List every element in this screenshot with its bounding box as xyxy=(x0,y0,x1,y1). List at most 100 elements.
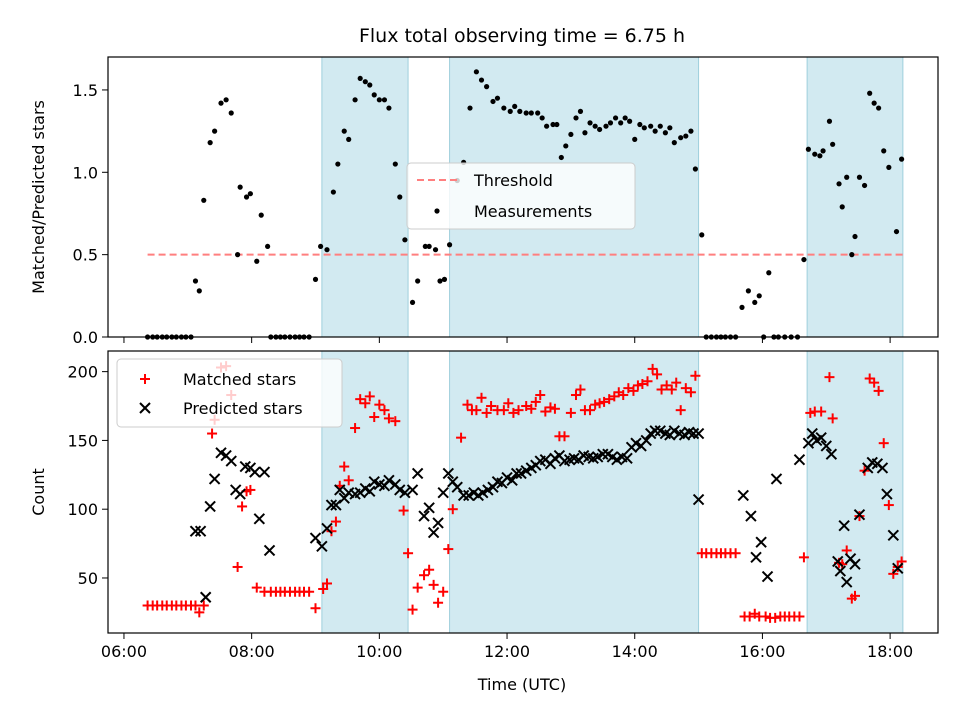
data-point-plus xyxy=(642,376,653,387)
data-point-plus xyxy=(438,586,449,597)
data-point-plus xyxy=(628,385,639,396)
x-stroke xyxy=(189,525,202,537)
data-point-x xyxy=(838,519,850,532)
data-point xyxy=(265,243,271,250)
x-stroke xyxy=(442,467,455,480)
data-point-plus xyxy=(883,500,894,511)
data-point xyxy=(812,151,818,157)
x-stroke xyxy=(649,425,661,437)
x-stroke xyxy=(253,513,266,525)
y-tick-label: 0.5 xyxy=(73,246,98,265)
data-point xyxy=(627,118,633,124)
data-point-plus xyxy=(369,412,380,423)
data-point xyxy=(330,189,336,195)
data-point xyxy=(346,136,352,142)
data-point xyxy=(478,77,485,83)
data-point xyxy=(437,278,443,284)
data-point xyxy=(196,288,202,294)
data-point-x xyxy=(750,551,762,564)
data-point xyxy=(662,130,668,136)
data-point-plus xyxy=(770,612,781,623)
shaded-interval xyxy=(807,57,903,337)
x-stroke xyxy=(432,517,444,529)
data-point-plus xyxy=(837,559,848,570)
data-point-x xyxy=(418,510,430,522)
data-point-plus xyxy=(245,484,256,495)
data-point-x xyxy=(451,481,463,493)
data-point-plus xyxy=(805,407,816,418)
data-point-plus xyxy=(321,578,332,589)
top-panel: 0.0 0.5 1.0 1.5 Matched/Predicted stars Thres… xyxy=(29,56,939,347)
data-point xyxy=(539,115,545,121)
data-point xyxy=(587,120,593,126)
data-point xyxy=(523,110,529,116)
data-point-x xyxy=(840,576,853,588)
data-point xyxy=(826,118,833,124)
data-point xyxy=(392,161,398,167)
data-point xyxy=(678,135,684,141)
x-stroke xyxy=(383,474,395,487)
data-point-plus xyxy=(666,384,677,395)
data-point xyxy=(484,84,490,90)
data-point-plus xyxy=(355,394,366,405)
data-point-plus xyxy=(675,405,686,416)
data-point xyxy=(386,105,392,111)
data-point xyxy=(805,146,811,152)
data-point xyxy=(637,121,643,128)
data-point-plus xyxy=(575,384,586,395)
data-point-plus xyxy=(599,396,610,407)
data-point xyxy=(844,174,850,180)
data-point-plus xyxy=(364,391,375,402)
data-point-plus xyxy=(424,564,435,575)
data-point-plus xyxy=(661,380,672,391)
legend-predicted-label: Predicted stars xyxy=(183,399,303,418)
data-point-x xyxy=(832,555,844,568)
x-stroke xyxy=(687,427,700,440)
axes-frame xyxy=(107,350,939,634)
data-point xyxy=(554,121,560,128)
data-point xyxy=(352,97,358,103)
data-point-plus xyxy=(508,407,519,418)
data-point-x xyxy=(597,448,609,460)
x-stroke xyxy=(568,452,580,465)
x-stroke xyxy=(394,484,406,496)
data-point xyxy=(739,304,745,310)
data-point xyxy=(876,105,882,111)
x-stroke xyxy=(368,475,380,488)
data-point xyxy=(550,121,556,128)
x-stroke xyxy=(876,462,889,474)
data-point-plus xyxy=(447,504,458,515)
legend: Matched stars Predicted stars xyxy=(116,358,343,428)
x-stroke xyxy=(208,473,221,485)
data-point xyxy=(899,156,905,162)
data-point-plus xyxy=(618,390,629,401)
y-tick-label: 1.0 xyxy=(73,163,98,182)
x-stroke xyxy=(630,437,642,449)
data-point-x xyxy=(887,529,900,542)
x-stroke xyxy=(761,570,774,583)
x-stroke xyxy=(659,427,672,440)
x-stroke xyxy=(220,449,232,462)
data-point xyxy=(577,108,584,114)
data-point xyxy=(893,228,900,235)
data-point-x xyxy=(309,532,322,544)
data-point-x xyxy=(406,484,419,496)
data-point xyxy=(849,252,855,258)
y-tick-label: 100 xyxy=(67,500,98,519)
x-stroke xyxy=(802,437,815,449)
data-point-plus xyxy=(330,516,341,527)
x-stroke xyxy=(325,499,338,511)
data-point xyxy=(607,120,614,126)
data-point-plus xyxy=(671,377,682,388)
data-point-plus xyxy=(503,398,514,409)
data-point xyxy=(641,125,647,131)
data-point xyxy=(362,79,368,85)
data-point-plus xyxy=(827,413,838,424)
data-point-x xyxy=(649,425,661,437)
data-point-plus xyxy=(744,611,755,622)
data-point xyxy=(648,123,654,129)
data-point-x xyxy=(820,440,832,452)
x-stroke xyxy=(239,460,251,473)
x-stroke xyxy=(750,551,762,564)
data-point-plus xyxy=(471,405,482,416)
